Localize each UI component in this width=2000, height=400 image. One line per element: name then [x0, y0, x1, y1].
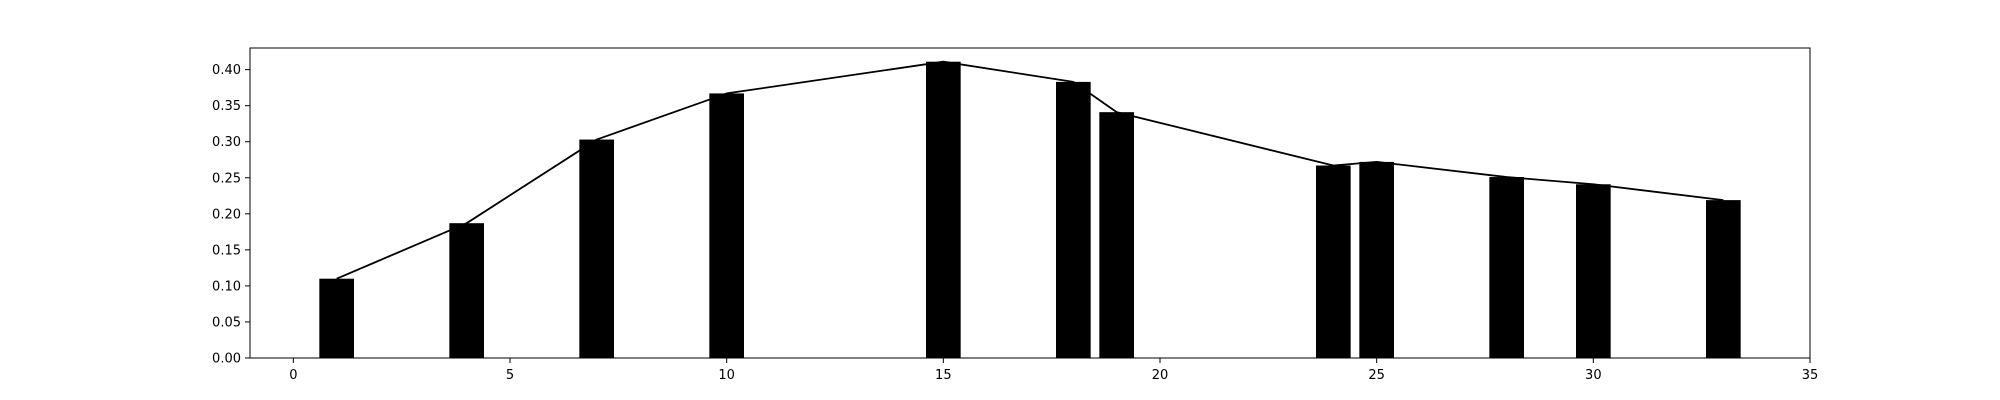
- y-tick-label: 0.25: [212, 171, 241, 186]
- x-tick-label: 30: [1585, 368, 1602, 383]
- x-tick-label: 5: [506, 368, 514, 383]
- x-axis: 0 5 10 15 20 25 30 35: [289, 358, 1818, 383]
- x-tick-label: 0: [289, 368, 297, 383]
- bar: [1099, 112, 1134, 358]
- x-tick-label: 25: [1368, 368, 1385, 383]
- bar: [1706, 200, 1741, 358]
- y-tick-label: 0.40: [212, 63, 241, 78]
- bar: [579, 139, 614, 358]
- x-tick-label: 15: [935, 368, 952, 383]
- bar: [1359, 161, 1394, 358]
- y-tick-label: 0.35: [212, 99, 241, 114]
- plot-frame: [249, 47, 1811, 359]
- bar: [1576, 184, 1611, 358]
- x-tick-label: 10: [718, 368, 735, 383]
- plot-area: [319, 60, 1741, 359]
- bars: [319, 61, 1741, 359]
- x-tick-label: 20: [1152, 368, 1169, 383]
- y-tick-label: 0.00: [212, 352, 241, 367]
- trend-line-group: [336, 60, 1724, 280]
- y-tick-label: 0.05: [212, 315, 241, 330]
- bar: [319, 278, 354, 358]
- bar: [926, 61, 961, 358]
- y-tick-label: 0.15: [212, 243, 241, 258]
- x-tick-label: 35: [1802, 368, 1819, 383]
- y-tick-label: 0.10: [212, 279, 241, 294]
- bar: [1056, 81, 1091, 358]
- y-tick-label: 0.30: [212, 135, 241, 150]
- bar: [449, 223, 484, 358]
- y-tick-label: 0.20: [212, 207, 241, 222]
- bar: [709, 93, 744, 359]
- bar: [1316, 165, 1351, 358]
- bar: [1489, 177, 1524, 358]
- trend-line: [336, 60, 1724, 280]
- y-axis: 0.00 0.05 0.10 0.15 0.20 0.25 0.30 0.35 0.40: [212, 63, 250, 367]
